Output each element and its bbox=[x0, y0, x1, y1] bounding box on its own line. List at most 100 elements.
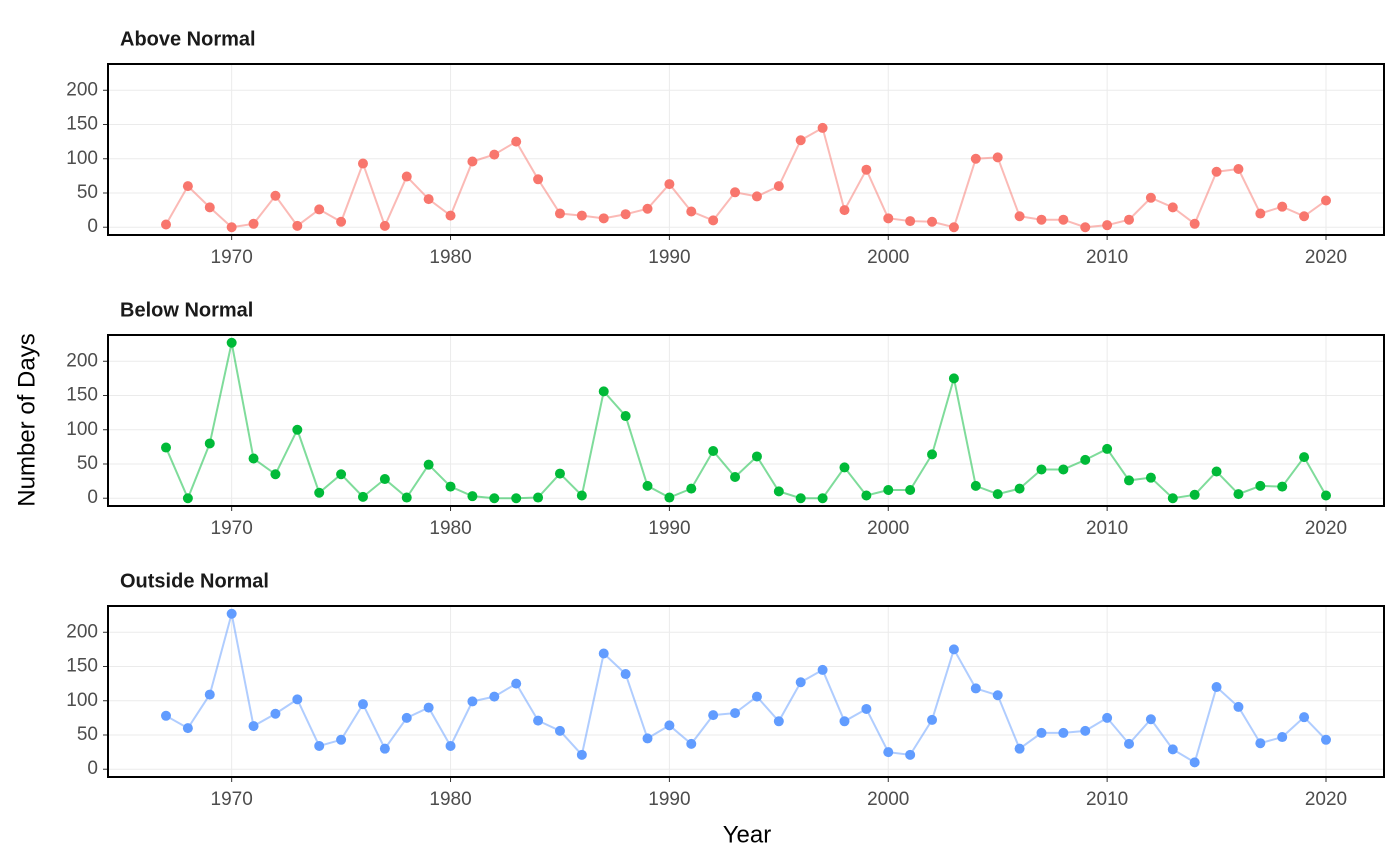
y-tick-label: 0 bbox=[87, 216, 98, 237]
data-point bbox=[1167, 202, 1178, 213]
x-tick-label: 1980 bbox=[429, 247, 471, 268]
data-point bbox=[204, 689, 215, 700]
x-tick-label: 2010 bbox=[1086, 247, 1128, 268]
data-point bbox=[489, 493, 500, 504]
data-point bbox=[620, 209, 631, 220]
data-point bbox=[730, 708, 741, 719]
data-point bbox=[248, 721, 259, 732]
data-point bbox=[270, 469, 281, 480]
data-point bbox=[817, 493, 828, 504]
data-point bbox=[795, 135, 806, 146]
data-point bbox=[1321, 490, 1331, 501]
data-point bbox=[751, 191, 762, 202]
data-point bbox=[708, 445, 719, 456]
data-point bbox=[686, 483, 697, 494]
data-point bbox=[1058, 727, 1069, 738]
data-point bbox=[883, 485, 894, 496]
data-point bbox=[423, 459, 434, 470]
data-point bbox=[751, 691, 762, 702]
data-point bbox=[576, 490, 587, 501]
data-point bbox=[817, 664, 828, 675]
y-tick-label: 0 bbox=[87, 758, 98, 779]
x-tick-label: 1980 bbox=[429, 518, 471, 539]
data-point bbox=[686, 206, 697, 217]
data-point bbox=[1233, 701, 1244, 712]
y-tick-label: 100 bbox=[66, 419, 98, 440]
data-point bbox=[511, 136, 522, 147]
data-point bbox=[292, 424, 303, 435]
series-line bbox=[165, 613, 1327, 764]
data-point bbox=[598, 386, 609, 397]
panel-border bbox=[107, 605, 1385, 778]
data-point bbox=[1145, 192, 1156, 203]
y-tick-label: 150 bbox=[66, 385, 98, 406]
x-tick-label: 2000 bbox=[867, 789, 909, 810]
data-point bbox=[292, 220, 303, 231]
y-tick-label: 100 bbox=[66, 690, 98, 711]
data-point bbox=[1145, 714, 1156, 725]
data-point bbox=[1299, 712, 1310, 723]
data-point bbox=[357, 158, 368, 169]
data-point bbox=[839, 205, 850, 216]
y-tick-label: 50 bbox=[77, 453, 98, 474]
data-point bbox=[379, 220, 390, 231]
data-point bbox=[1189, 757, 1200, 768]
data-point bbox=[1080, 725, 1091, 736]
data-point bbox=[730, 187, 741, 198]
data-point bbox=[248, 453, 259, 464]
x-tick-label: 2010 bbox=[1086, 789, 1128, 810]
data-point bbox=[1124, 214, 1135, 225]
data-point bbox=[1058, 464, 1069, 475]
data-point bbox=[620, 411, 631, 422]
data-point bbox=[992, 152, 1003, 163]
x-tick-label: 2000 bbox=[867, 247, 909, 268]
data-point bbox=[1211, 166, 1222, 177]
y-tick-label: 0 bbox=[87, 487, 98, 508]
x-tick-label: 1970 bbox=[211, 518, 253, 539]
data-point bbox=[795, 677, 806, 688]
data-point bbox=[401, 171, 412, 182]
x-tick-label: 2020 bbox=[1305, 518, 1347, 539]
data-point bbox=[773, 716, 784, 727]
data-point bbox=[1277, 201, 1288, 212]
data-point bbox=[861, 164, 872, 175]
y-axis-label: Number of Days bbox=[13, 333, 40, 506]
data-point bbox=[161, 710, 171, 721]
data-point bbox=[292, 694, 303, 705]
data-point bbox=[467, 156, 478, 167]
data-point bbox=[948, 644, 959, 655]
data-point bbox=[1255, 480, 1266, 491]
y-tick-label: 150 bbox=[66, 114, 98, 135]
data-point bbox=[489, 149, 500, 160]
data-point bbox=[1255, 738, 1266, 749]
panel-border bbox=[107, 334, 1385, 507]
data-point bbox=[576, 749, 587, 760]
data-point bbox=[226, 337, 237, 348]
data-point bbox=[445, 481, 456, 492]
data-point bbox=[948, 222, 959, 233]
data-point bbox=[554, 208, 565, 219]
data-point bbox=[554, 725, 565, 736]
data-point bbox=[708, 710, 719, 721]
data-point bbox=[161, 219, 171, 230]
data-point bbox=[861, 490, 872, 501]
y-tick-label: 200 bbox=[66, 79, 98, 100]
y-tick-label: 200 bbox=[66, 621, 98, 642]
data-point bbox=[533, 492, 544, 503]
data-point bbox=[270, 190, 281, 201]
data-point bbox=[182, 493, 193, 504]
data-point bbox=[357, 491, 368, 502]
data-point bbox=[1167, 493, 1178, 504]
data-point bbox=[379, 743, 390, 754]
data-point bbox=[1014, 743, 1025, 754]
data-point bbox=[1014, 211, 1025, 222]
data-point bbox=[467, 696, 478, 707]
panel-title: Above Normal bbox=[120, 28, 256, 50]
y-tick-label: 100 bbox=[66, 148, 98, 169]
data-point bbox=[423, 702, 434, 713]
data-point bbox=[511, 493, 522, 504]
data-point bbox=[1255, 208, 1266, 219]
data-point bbox=[554, 468, 565, 479]
data-point bbox=[379, 474, 390, 485]
